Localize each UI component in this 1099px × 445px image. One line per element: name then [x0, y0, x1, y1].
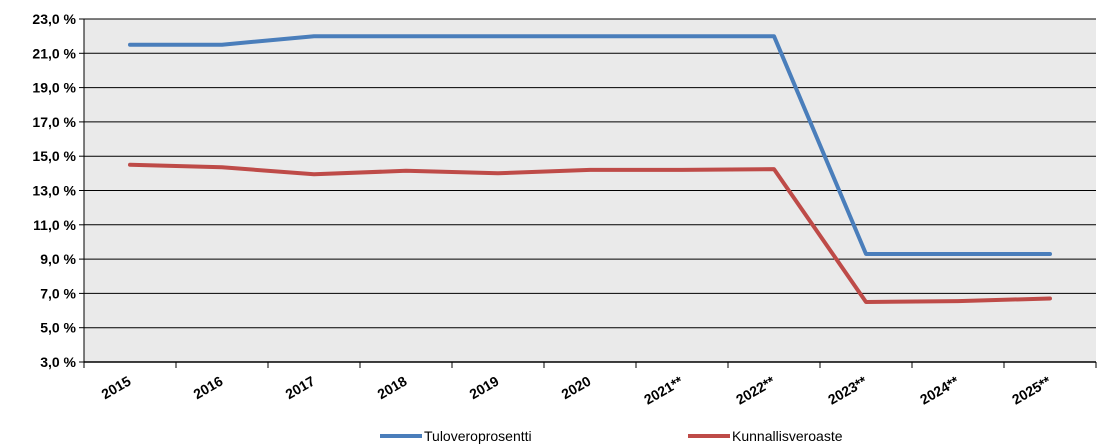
legend-label: Kunnallisveroaste — [732, 428, 843, 444]
series-lines — [128, 34, 1052, 304]
x-tick-label: 2017 — [283, 373, 318, 403]
x-tick-label: 2022** — [733, 372, 778, 407]
y-tick-label: 21,0 % — [32, 45, 76, 61]
y-tick-label: 11,0 % — [33, 217, 76, 233]
y-axis-tick-labels: 3,0 % 5,0 % 7,0 % 9,0 % 11,0 % 13,0 % 15,0 % 17… — [32, 11, 76, 370]
y-tick-label: 3,0 % — [40, 354, 76, 370]
gridlines — [79, 18, 1096, 363]
legend: Tuloveroprosentti Kunnallisveroaste — [380, 428, 843, 444]
x-tick-label: 2023** — [825, 372, 870, 407]
y-tick-label: 5,0 % — [40, 320, 76, 336]
series-line-2 — [128, 162, 1052, 304]
x-axis-tick-labels: 2015 2016 2017 2018 2019 2020 2021** 2022** 2023… — [99, 372, 1054, 407]
series-line-1 — [128, 34, 1052, 256]
axes — [83, 19, 1097, 368]
y-tick-label: 15,0 % — [32, 148, 76, 164]
x-tick-label: 2015 — [99, 373, 134, 403]
x-tick-label: 2016 — [191, 373, 226, 403]
y-tick-label: 19,0 % — [32, 80, 76, 96]
y-tick-label: 9,0 % — [40, 251, 76, 267]
x-tick-label: 2018 — [375, 373, 410, 403]
y-tick-label: 17,0 % — [32, 114, 76, 130]
x-tick-label: 2020 — [559, 373, 594, 403]
x-tick-label: 2021** — [641, 372, 686, 407]
x-tick-label: 2024** — [917, 372, 962, 407]
y-tick-label: 13,0 % — [32, 183, 76, 199]
x-tick-label: 2025** — [1009, 372, 1054, 407]
y-tick-label: 23,0 % — [32, 11, 76, 27]
x-tick-label: 2019 — [467, 373, 502, 403]
legend-label: Tuloveroprosentti — [424, 428, 532, 444]
y-tick-label: 7,0 % — [40, 285, 76, 301]
